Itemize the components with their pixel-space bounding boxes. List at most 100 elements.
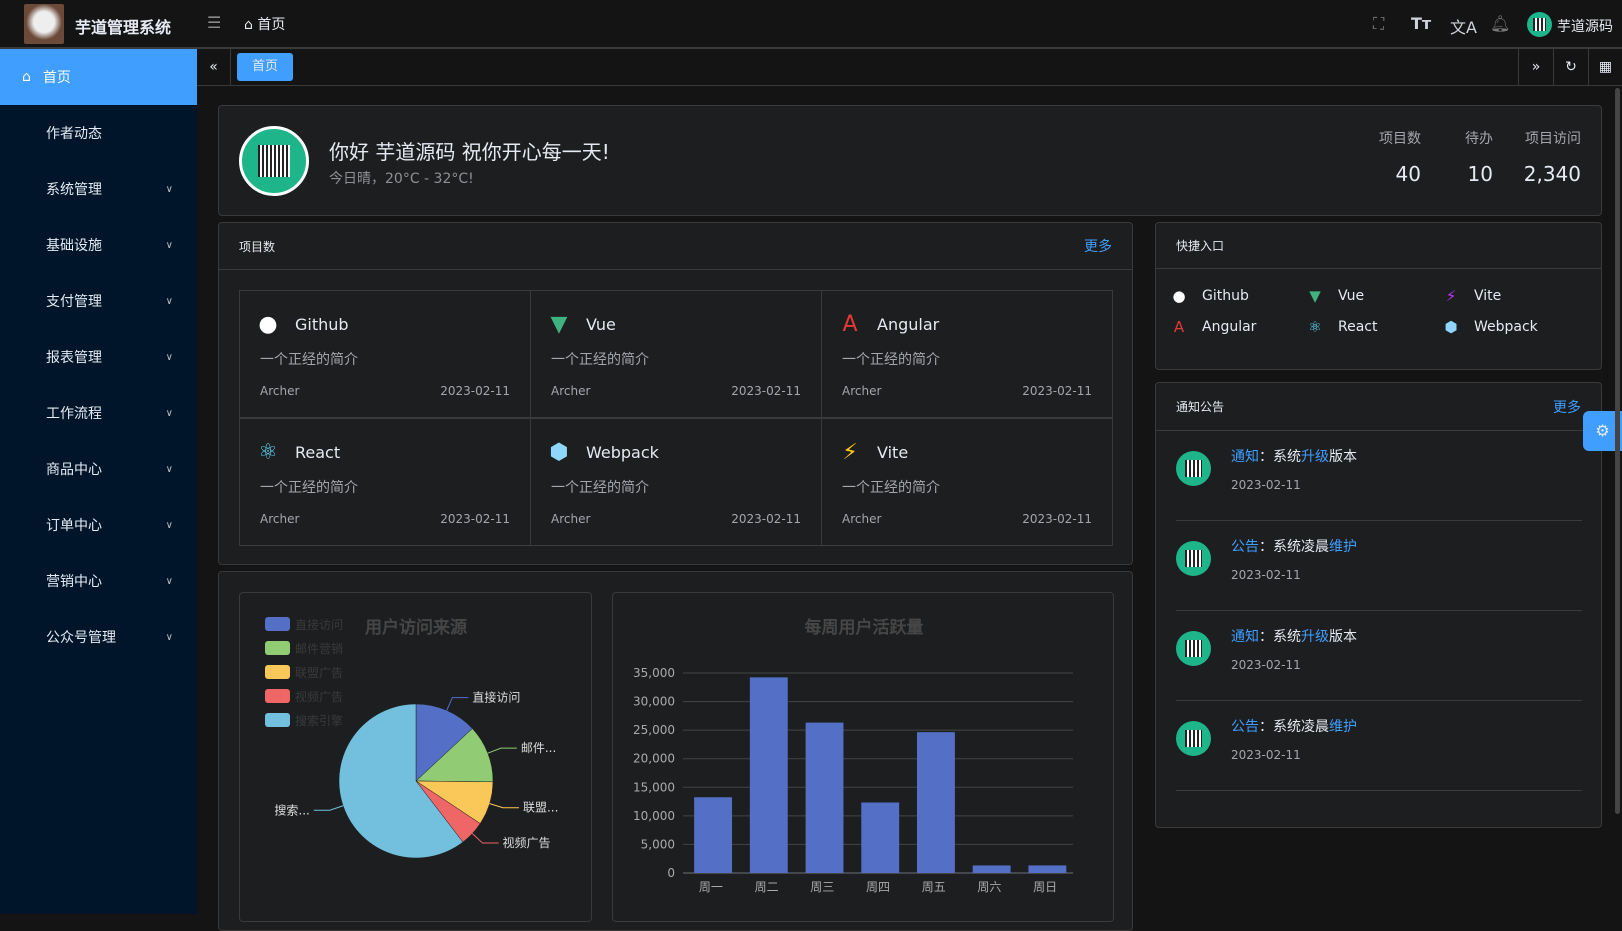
legend-label[interactable]: 直接访问 — [295, 617, 343, 632]
sidebar-item[interactable]: 报表管理 ∨ — [0, 329, 197, 385]
bar[interactable] — [694, 797, 733, 873]
notice-avatar — [1176, 721, 1211, 756]
bar[interactable] — [917, 732, 955, 873]
legend-label[interactable]: 视频广告 — [295, 689, 343, 704]
sidebar-item[interactable]: 工作流程 ∨ — [0, 385, 197, 441]
y-tick-label: 25,000 — [633, 723, 675, 737]
notice-date: 2023-02-11 — [1231, 478, 1301, 492]
app-title: 芋道管理系统 — [75, 18, 172, 37]
legend-swatch[interactable] — [265, 641, 290, 655]
fullscreen-icon[interactable]: ⛶ — [1373, 14, 1385, 33]
scroll-left-icon[interactable]: « — [197, 49, 231, 85]
font-size-icon[interactable]: Tт — [1411, 14, 1432, 33]
bar-title: 每周用户活跃量 — [805, 617, 924, 638]
notice-title: 通知公告 — [1176, 400, 1225, 414]
quick-entry-react[interactable]: ⚛ React — [1306, 318, 1377, 336]
projects-more-link[interactable]: 更多 — [1084, 239, 1112, 255]
refresh-icon[interactable]: ↻ — [1553, 49, 1588, 85]
weather: 今日晴，20°C - 32°C! — [329, 171, 474, 187]
legend-swatch[interactable] — [265, 617, 290, 631]
quick-entry-vue[interactable]: ▼ Vue — [1306, 287, 1364, 305]
y-tick-label: 20,000 — [633, 752, 675, 766]
sidebar-item[interactable]: ⌂ 首页 — [0, 49, 197, 105]
y-tick-label: 5,000 — [641, 837, 675, 851]
project-card[interactable]: ⚡ Vite 一个正经的简介 Archer 2023-02-11 — [821, 418, 1113, 546]
sidebar-item-label: 公众号管理 — [46, 630, 116, 646]
pie-slice[interactable] — [415, 728, 494, 783]
legend-swatch[interactable] — [265, 689, 290, 703]
chevron-down-icon: ∨ — [165, 295, 173, 307]
project-desc: 一个正经的简介 — [842, 480, 940, 496]
chevron-down-icon: ∨ — [165, 575, 173, 587]
notice-type[interactable]: 公告 — [1231, 719, 1259, 735]
pie-label-line — [489, 803, 519, 809]
bar-chart: 每周用户活跃量 0 5,000 10,000 15,000 20,000 25,000 30,… — [633, 617, 1073, 894]
sidebar-item-label: 工作流程 — [46, 406, 102, 422]
sidebar-item[interactable]: 系统管理 ∨ — [0, 161, 197, 217]
pie-label: 联盟... — [523, 801, 558, 815]
quick-entry-github[interactable]: ● Github — [1170, 287, 1248, 305]
translate-icon[interactable]: 文A — [1450, 18, 1477, 37]
notice-text-end: 版本 — [1329, 449, 1357, 465]
user-name[interactable]: 芋道源码 — [1557, 19, 1613, 35]
notice-item[interactable]: 公告：系统凌晨维护 2023-02-11 — [1176, 521, 1582, 611]
notice-highlight: 维护 — [1329, 719, 1357, 735]
legend-swatch[interactable] — [265, 713, 290, 727]
quick-entry-angular[interactable]: A Angular — [1170, 318, 1257, 336]
scroll-right-icon[interactable]: » — [1518, 49, 1553, 85]
quick-entry-vite[interactable]: ⚡ Vite — [1442, 287, 1502, 305]
projects-card: 项目数 更多 ● Github 一个正经的简介 Archer 2023-02-11 ▼ Vue… — [218, 222, 1133, 565]
project-card[interactable]: ▼ Vue 一个正经的简介 Archer 2023-02-11 — [530, 290, 822, 418]
legend-swatch[interactable] — [265, 665, 290, 679]
project-card[interactable]: ⬢ Webpack 一个正经的简介 Archer 2023-02-11 — [530, 418, 822, 546]
bar[interactable] — [1028, 865, 1067, 873]
scrollbar[interactable] — [1615, 88, 1620, 814]
react-icon: ⚛ — [258, 440, 278, 465]
legend-label[interactable]: 搜索引擎 — [295, 713, 343, 728]
project-card[interactable]: ⚛ React 一个正经的简介 Archer 2023-02-11 — [239, 418, 531, 546]
project-card[interactable]: A Angular 一个正经的简介 Archer 2023-02-11 — [821, 290, 1113, 418]
collapse-menu-icon[interactable]: ☰ — [207, 13, 222, 32]
pie-chart-box: 用户访问来源 直接访问 邮件营销 联盟广告 视频广告 搜索引擎 直接访问 邮件... 联盟...… — [239, 592, 592, 922]
notice-more-link[interactable]: 更多 — [1553, 399, 1581, 416]
sidebar-item[interactable]: 作者动态 — [0, 105, 197, 161]
notice-item[interactable]: 公告：系统凌晨维护 2023-02-11 — [1176, 701, 1582, 791]
notice-type[interactable]: 公告 — [1231, 539, 1259, 555]
sidebar-item[interactable]: 营销中心 ∨ — [0, 553, 197, 609]
quick-entry-webpack[interactable]: ⬢ Webpack — [1442, 318, 1538, 336]
notice-type[interactable]: 通知 — [1231, 449, 1259, 465]
tab-home[interactable]: 首页 — [237, 53, 293, 81]
pie-slice[interactable] — [415, 703, 473, 782]
legend-label[interactable]: 邮件营销 — [295, 642, 343, 656]
quick-entry-label: Webpack — [1474, 319, 1538, 335]
bar[interactable] — [861, 802, 900, 873]
sidebar-item[interactable]: 商品中心 ∨ — [0, 441, 197, 497]
x-tick-label: 周三 — [810, 880, 834, 894]
bar[interactable] — [805, 722, 844, 873]
sidebar-item[interactable]: 公众号管理 ∨ — [0, 609, 197, 665]
bell-icon[interactable]: 🔔︎ — [1490, 14, 1511, 33]
grid-menu-icon[interactable]: ▦ — [1588, 49, 1622, 85]
quick-title: 快捷入口 — [1176, 239, 1225, 253]
notice-avatar — [1176, 631, 1211, 666]
quick-entry-label: React — [1338, 319, 1378, 335]
notice-type[interactable]: 通知 — [1231, 629, 1259, 645]
project-card[interactable]: ● Github 一个正经的简介 Archer 2023-02-11 — [239, 290, 531, 418]
notice-item[interactable]: 通知：系统升级版本 2023-02-11 — [1176, 611, 1582, 701]
sidebar-item[interactable]: 订单中心 ∨ — [0, 497, 197, 553]
bar[interactable] — [749, 677, 788, 873]
sidebar-item-label: 报表管理 — [46, 350, 102, 366]
sidebar-item[interactable]: 支付管理 ∨ — [0, 273, 197, 329]
legend-label[interactable]: 联盟广告 — [295, 666, 343, 680]
avatar[interactable] — [1527, 12, 1552, 37]
breadcrumb[interactable]: ⌂ 首页 — [244, 17, 286, 33]
notice-text: ：系统凌晨 — [1259, 539, 1329, 555]
project-desc: 一个正经的简介 — [551, 352, 649, 368]
project-author: Archer — [260, 512, 300, 526]
welcome-avatar — [239, 126, 309, 196]
sidebar-item[interactable]: 基础设施 ∨ — [0, 217, 197, 273]
bar[interactable] — [972, 865, 1011, 873]
notice-item[interactable]: 通知：系统升级版本 2023-02-11 — [1176, 431, 1582, 521]
sidebar-item-label: 首页 — [42, 70, 71, 86]
logo — [24, 4, 64, 44]
